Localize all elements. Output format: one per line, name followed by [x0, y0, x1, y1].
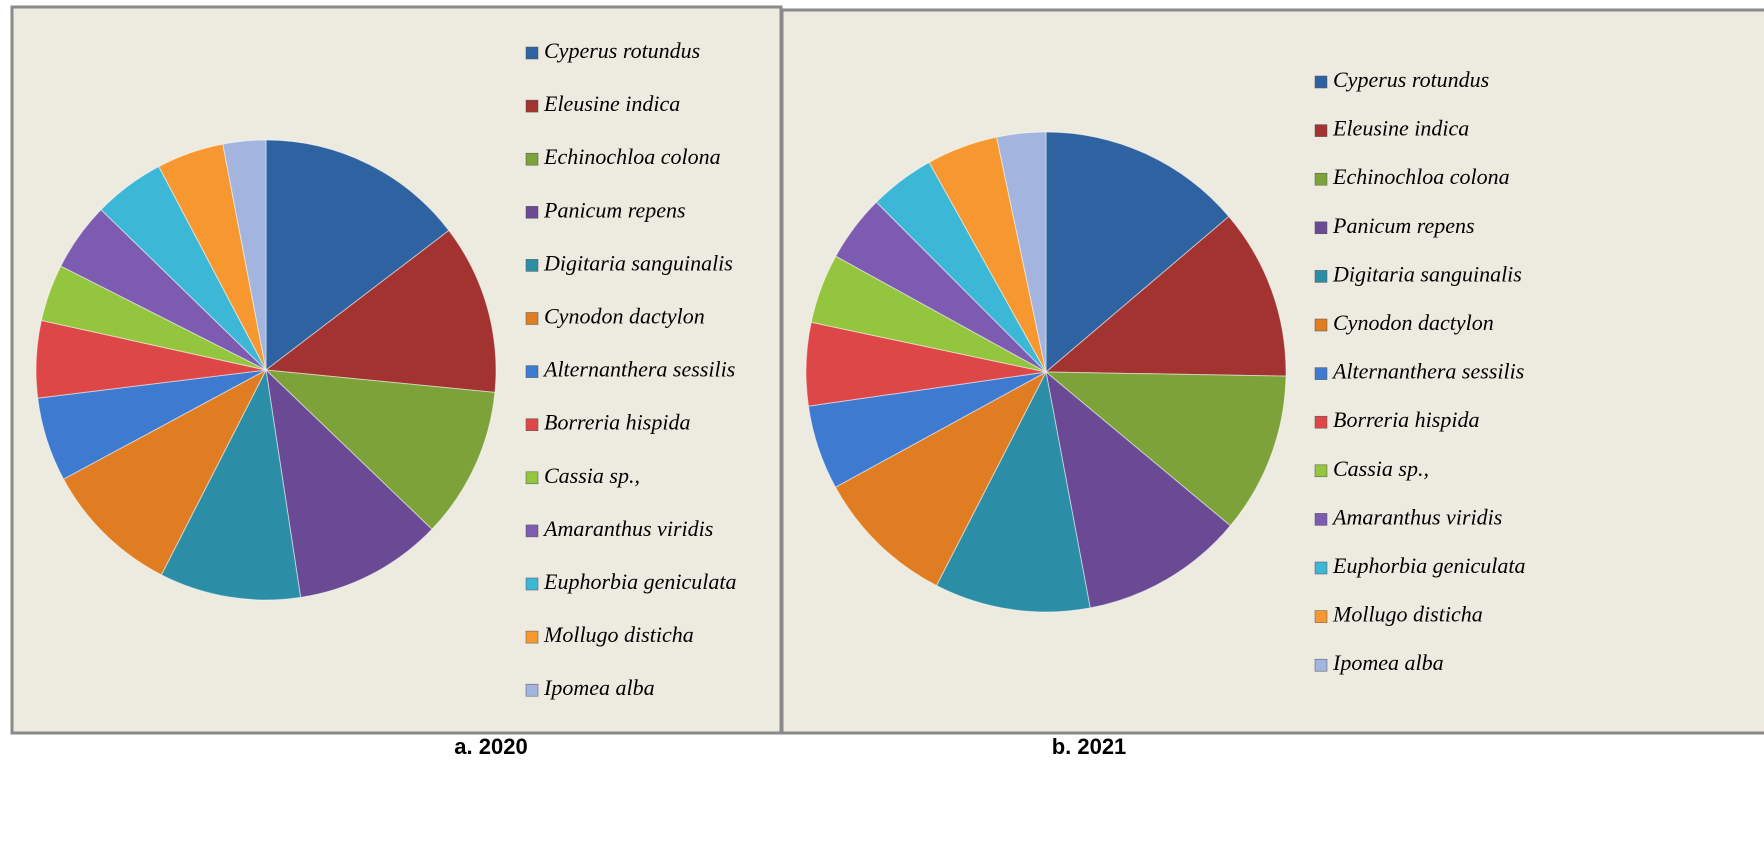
legend-swatch	[1314, 367, 1328, 380]
legend-label: Borreria hispida	[1333, 407, 1479, 432]
legend-swatch	[525, 630, 539, 644]
legend-label: Echinochloa colona	[543, 144, 721, 169]
legend-swatch	[1314, 658, 1328, 672]
pie-slice	[1044, 215, 1287, 377]
legend-label: Ipomea alba	[543, 675, 655, 700]
pie-slice	[935, 370, 1091, 613]
legend-swatch	[1314, 513, 1328, 526]
pie-slice	[1045, 131, 1230, 374]
pie-slice	[160, 368, 302, 601]
pie-slice	[264, 369, 496, 530]
legend-swatch	[1314, 464, 1328, 478]
legend-label: Cyperus rotundus	[1333, 67, 1489, 92]
legend-swatch	[525, 471, 539, 485]
legend-swatch	[1314, 75, 1328, 89]
legend-label: Eleusine indica	[1332, 116, 1469, 141]
legend-label: Euphorbia geniculata	[543, 569, 736, 594]
legend-swatch	[525, 524, 539, 538]
chart-caption: a. 2020	[454, 734, 527, 759]
legend-label: Cassia sp.,	[1333, 456, 1429, 481]
pie-slice	[62, 368, 268, 576]
legend-swatch	[525, 46, 539, 60]
legend-label: Amaranthus viridis	[1331, 504, 1502, 529]
legend-label: Mollugo disticha	[1332, 602, 1483, 627]
legend-swatch	[1314, 270, 1328, 283]
legend-swatch	[525, 365, 539, 378]
legend-swatch	[525, 418, 539, 431]
legend-label: Ipomea alba	[1332, 650, 1444, 675]
pie-slice	[264, 229, 497, 393]
chart-caption: b. 2021	[1052, 734, 1127, 759]
legend-label: Euphorbia geniculata	[1332, 553, 1525, 578]
legend-swatch	[1314, 221, 1328, 235]
pie-slice	[1045, 370, 1232, 609]
legend-swatch	[525, 152, 539, 166]
pie-slice	[222, 139, 267, 371]
legend-label: Echinochloa colona	[1332, 164, 1510, 189]
pie-slice	[265, 368, 433, 598]
pie-slice	[996, 131, 1047, 373]
legend-label: Cyperus rotundus	[544, 38, 700, 63]
legend-label: Mollugo disticha	[543, 622, 694, 647]
legend-swatch	[1314, 124, 1328, 137]
legend-swatch	[525, 259, 539, 272]
legend-swatch	[1314, 610, 1328, 623]
legend-swatch	[1314, 561, 1328, 575]
legend-label: Panicum repens	[543, 197, 686, 222]
legend-swatch	[1314, 172, 1328, 186]
legend-label: Alternanthera sessilis	[1331, 359, 1524, 384]
legend-swatch	[525, 312, 539, 325]
legend-swatch	[525, 99, 539, 113]
legend-label: Alternanthera sessilis	[542, 357, 735, 382]
legend-label: Amaranthus viridis	[542, 516, 713, 541]
legend-label: Digitaria sanguinalis	[543, 250, 733, 275]
legend-label: Borreria hispida	[544, 410, 690, 435]
pie-slice	[265, 139, 450, 372]
legend-label: Eleusine indica	[543, 91, 680, 116]
legend-label: Panicum repens	[1332, 213, 1475, 238]
legend-label: Digitaria sanguinalis	[1332, 261, 1522, 286]
legend-label: Cassia sp.,	[544, 463, 640, 488]
pie-slice	[834, 370, 1048, 587]
legend-label: Cynodon dactylon	[1333, 310, 1494, 335]
legend-swatch	[1314, 318, 1328, 332]
legend-swatch	[525, 683, 539, 697]
legend-label: Cynodon dactylon	[544, 304, 705, 329]
pie-slice	[1044, 371, 1287, 527]
legend-swatch	[525, 206, 539, 219]
legend-swatch	[525, 577, 539, 591]
legend-swatch	[1314, 415, 1328, 429]
